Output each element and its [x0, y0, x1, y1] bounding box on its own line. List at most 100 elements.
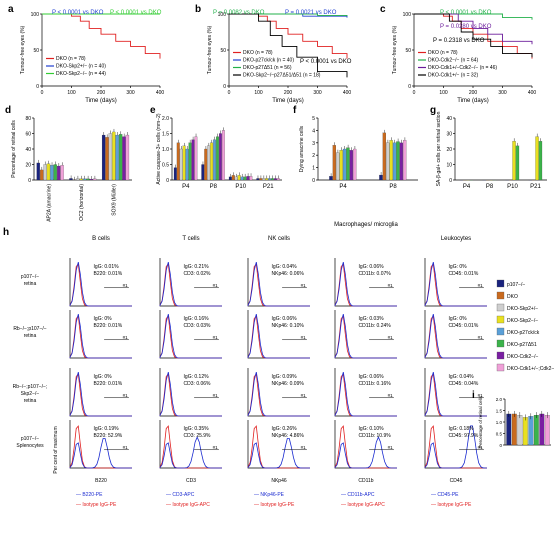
bar: [515, 145, 520, 181]
bar: [228, 176, 232, 181]
survival-curve: [414, 13, 533, 20]
y-axis-label: Percentage of retinal cells: [11, 120, 17, 178]
survival-curve: [414, 13, 533, 45]
bar: [194, 136, 198, 181]
y-tick-label: 0: [449, 178, 452, 184]
legend-label: DKO-p27ck/ck (n = 40): [243, 58, 294, 64]
legend-label: DKO-p27ck/ck: [507, 330, 540, 336]
legend-label: DKO (n = 78): [243, 50, 273, 56]
bar: [396, 141, 400, 181]
legend-label: DKO-Skp2−/− (n = 44): [56, 71, 106, 77]
x-axis-label: Time (days): [272, 98, 303, 104]
stat-label: CD45: 0.01%: [449, 323, 479, 329]
x-tick-label: 100: [439, 90, 448, 96]
bar: [201, 164, 205, 181]
column-header: NK cells: [268, 236, 290, 242]
bar: [342, 148, 347, 181]
x-tick-label: 300: [313, 90, 322, 96]
bar: [204, 148, 208, 181]
bar: [210, 142, 214, 181]
histogram: #1 IgG: 0.35%CD3: 25.9% CD3 — CD3-APC — Isot…: [159, 420, 222, 508]
stat-label: IgG: 0%: [449, 264, 468, 270]
x-axis-label: Time (days): [85, 98, 116, 104]
marker-curve: [159, 436, 222, 469]
marker-curve: [159, 372, 222, 417]
bar: [234, 176, 238, 181]
row-label: retina: [24, 333, 37, 339]
legend-label: DKO-Cdk1+/−Cdk2−/− (n = 46): [428, 65, 497, 71]
stat-label: IgG: 0.10%: [359, 426, 385, 432]
y-tick-label: 1: [312, 166, 315, 172]
stat-label: IgG: 0.06%: [272, 316, 298, 322]
bar: [268, 178, 271, 181]
stat-label: CD45: 0.04%: [449, 381, 479, 387]
y-tick-label: 2.0: [162, 116, 169, 122]
y-tick-label: 0: [223, 84, 226, 90]
stat-label: CD11b: 0.07%: [359, 271, 392, 277]
histogram: #1 IgG: 0%CD45: 0.01%: [424, 258, 487, 307]
flow-panel: h B cells T cells NK cells Macrophages/ micr…: [3, 222, 487, 508]
bar: [271, 178, 274, 181]
legend-label: DKO-Skp2+/−: [507, 306, 538, 312]
p-value-annotation: P = 0.0082 vs DKO: [213, 10, 265, 16]
histogram: #1 IgG: 0%CD45: 0.01%: [424, 310, 487, 359]
stat-label: IgG: 0.16%: [184, 316, 210, 322]
bar: [517, 415, 523, 446]
x-tick-label: OC2 (horizontal): [79, 184, 85, 221]
y-axis-label: Per cent of maximum: [53, 426, 59, 473]
x-tick-label: 0: [413, 90, 416, 96]
legend-label: DKO-Cdk1+/− (n = 32): [428, 73, 478, 79]
bar: [213, 139, 216, 181]
legend-swatch: [496, 315, 505, 324]
stat-label: IgG: 0.06%: [359, 374, 385, 380]
legend-label: DKO (n = 78): [428, 50, 458, 56]
stat-label: NKp46: 0.09%: [272, 381, 305, 387]
stat-label: B220: 0.01%: [94, 381, 123, 387]
histogram: #1 IgG: 0.06%CD11b: 0.07%: [334, 258, 397, 307]
bar: [185, 148, 189, 181]
bar: [336, 152, 340, 181]
gate-label: #1: [388, 283, 394, 288]
stat-label: IgG: 0.09%: [272, 374, 298, 380]
bar: [353, 148, 357, 181]
histogram: #1 IgG: 0%B220: 0.01%: [69, 368, 132, 417]
stat-label: NKp46: 4.86%: [272, 433, 305, 439]
panel-label: c: [380, 4, 386, 15]
survival-curve: [229, 13, 348, 17]
legend-label: DKO-p27Δ51: [507, 342, 537, 348]
stat-label: IgG: 0.03%: [359, 316, 385, 322]
bar: [535, 136, 539, 181]
gate-label: #1: [478, 335, 484, 340]
histogram: #1 IgG: 0.18%CD45: 97.9% CD45 — CD45-PE — Is…: [424, 420, 487, 508]
stat-label: IgG: 0%: [94, 316, 113, 322]
y-tick-label: 0: [166, 178, 169, 184]
bar: [60, 165, 64, 181]
bar: [346, 147, 350, 181]
legend-label: DKO-Cdk1+/−;Cdk2−/−: [507, 366, 554, 372]
y-tick-label: 1.5: [162, 132, 169, 138]
marker-curve: [159, 314, 222, 359]
bar: [329, 176, 333, 181]
bar: [259, 178, 263, 181]
row-label: p107−/−: [21, 436, 39, 442]
marker-curve: [334, 436, 397, 469]
bar: [528, 416, 534, 446]
x-tick-label: P21: [263, 184, 274, 190]
bar: [349, 150, 353, 181]
x-tick-label: 400: [528, 90, 537, 96]
stat-label: IgG: 0.26%: [272, 426, 298, 432]
histogram: #1 IgG: 0.12%CD3: 0.06%: [159, 368, 222, 417]
x-tick-label: 200: [97, 90, 106, 96]
x-tick-label: P8: [486, 184, 494, 190]
y-tick-label: 4: [312, 128, 315, 134]
marker-curve: [424, 262, 487, 307]
x-tick-label: 200: [284, 90, 293, 96]
axis: [454, 118, 547, 181]
panel-label: b: [195, 4, 201, 15]
bar: [262, 178, 266, 181]
x-axis-label: CD45: [450, 478, 463, 484]
bar: [339, 150, 343, 181]
histogram: #1 IgG: 0.16%CD3: 0.03%: [159, 310, 222, 359]
bar: [105, 137, 109, 181]
gate-label: #1: [213, 335, 219, 340]
